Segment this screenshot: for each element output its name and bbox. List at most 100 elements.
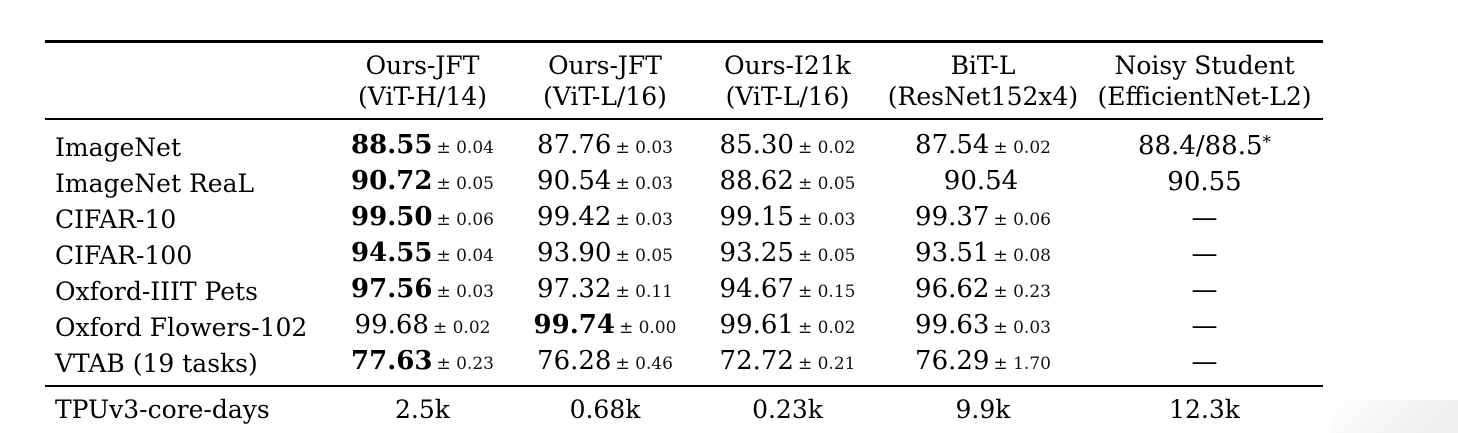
value-cell: 87.54 ± 0.02 <box>880 119 1086 165</box>
column-subname: (EfficientNet-L2) <box>1097 82 1312 111</box>
header-empty-cell <box>45 41 330 120</box>
value-cell: 0.23k <box>695 385 880 433</box>
value-cell: 88.62 ± 0.05 <box>695 165 880 201</box>
metric-value: 87.76 <box>537 130 612 160</box>
metric-stddev: ± 0.03 <box>615 138 673 158</box>
page-corner-shading <box>1330 400 1458 433</box>
metric-value: 99.68 <box>354 310 429 340</box>
metric-stddev: ± 0.21 <box>797 354 856 374</box>
metric-value: 88.55 <box>351 130 433 160</box>
value-cell: 88.55 ± 0.04 <box>330 119 515 165</box>
column-subname: (ViT-H/14) <box>357 82 488 111</box>
metric-value: — <box>1191 310 1218 341</box>
value-cell: 93.51 ± 0.08 <box>880 237 1086 273</box>
benchmark-results-table: Ours-JFT (ViT-H/14) Ours-JFT (ViT-L/16) … <box>45 40 1323 433</box>
value-cell: 99.15 ± 0.03 <box>695 201 880 237</box>
value-cell: — <box>1086 237 1323 273</box>
value-cell: 12.3k <box>1086 385 1323 433</box>
metric-value: 96.62 <box>915 274 990 304</box>
metric-stddev: ± 0.06 <box>993 210 1051 230</box>
metric-stddev: ± 0.05 <box>797 174 856 194</box>
column-name: Ours-I21k <box>724 51 851 80</box>
value-cell: 99.63 ± 0.03 <box>880 309 1086 345</box>
metric-value: 76.28 <box>537 346 612 376</box>
metric-stddev: ± 0.02 <box>432 318 491 338</box>
value-cell: 96.62 ± 0.23 <box>880 273 1086 309</box>
metric-value: 90.72 <box>351 166 433 196</box>
column-name: Ours-JFT <box>548 51 662 80</box>
metric-value: 93.25 <box>719 238 794 268</box>
metric-stddev: ± 0.06 <box>436 210 494 230</box>
value-cell: 77.63 ± 0.23 <box>330 345 515 386</box>
value-cell: — <box>1086 273 1323 309</box>
column-header-noisy-student: Noisy Student (EfficientNet-L2) <box>1086 41 1323 120</box>
table-body: ImageNet 88.55 ± 0.04 87.76 ± 0.03 85.30 ± … <box>45 119 1323 386</box>
row-label: ImageNet <box>55 132 182 162</box>
row-label: TPUv3-core-days <box>45 385 330 433</box>
column-subname: (ResNet152x4) <box>887 82 1079 111</box>
value-cell: 99.61 ± 0.02 <box>695 309 880 345</box>
metric-value: 77.63 <box>351 346 433 376</box>
column-header-bit-l: BiT-L (ResNet152x4) <box>880 41 1086 120</box>
metric-value: 94.55 <box>351 238 433 268</box>
metric-stddev: ± 0.05 <box>615 246 673 266</box>
row-label: VTAB (19 tasks) <box>55 348 258 378</box>
table-row-imagenet: ImageNet 88.55 ± 0.04 87.76 ± 0.03 85.30 ± … <box>45 119 1323 165</box>
column-header-ours-i21k-vitl16: Ours-I21k (ViT-L/16) <box>695 41 880 120</box>
value-cell: 9.9k <box>880 385 1086 433</box>
value-cell: 99.50 ± 0.06 <box>330 201 515 237</box>
metric-value: 99.63 <box>915 310 990 340</box>
metric-stddev: ± 0.02 <box>797 318 856 338</box>
metric-value: — <box>1191 346 1218 377</box>
column-header-ours-jft-vith14: Ours-JFT (ViT-H/14) <box>330 41 515 120</box>
value-cell: 87.76 ± 0.03 <box>515 119 695 165</box>
table-footer: TPUv3-core-days 2.5k 0.68k 0.23k 9.9k 12… <box>45 385 1323 433</box>
value-cell: 90.72 ± 0.05 <box>330 165 515 201</box>
table-row-cifar-10: CIFAR-10 99.50 ± 0.06 99.42 ± 0.03 99.15 ± … <box>45 201 1323 237</box>
table-header: Ours-JFT (ViT-H/14) Ours-JFT (ViT-L/16) … <box>45 41 1323 120</box>
metric-stddev: ± 0.05 <box>436 174 494 194</box>
metric-value: 90.55 <box>1167 166 1242 197</box>
metric-value: 88.62 <box>719 166 794 196</box>
value-cell: — <box>1086 345 1323 386</box>
metric-value: — <box>1191 274 1218 305</box>
column-subname: (ViT-L/16) <box>725 82 850 111</box>
metric-stddev: ± 0.02 <box>993 138 1051 158</box>
value-cell: 94.67 ± 0.15 <box>695 273 880 309</box>
value-cell: 76.28 ± 0.46 <box>515 345 695 386</box>
row-label: Oxford-IIIT Pets <box>55 276 258 306</box>
metric-stddev: ± 0.46 <box>615 354 673 374</box>
metric-stddev: ± 0.05 <box>797 246 856 266</box>
metric-stddev: ± 0.08 <box>993 246 1051 266</box>
metric-value: 93.90 <box>537 238 612 268</box>
row-label: ImageNet ReaL <box>55 168 255 198</box>
value-cell: 94.55 ± 0.04 <box>330 237 515 273</box>
row-label: CIFAR-10 <box>55 204 177 234</box>
metric-value: — <box>1191 238 1218 269</box>
metric-stddev: ± 1.70 <box>993 354 1051 374</box>
metric-value: 76.29 <box>915 346 990 376</box>
value-cell: 97.32 ± 0.11 <box>515 273 695 309</box>
table-row-oxford-iiit-pets: Oxford-IIIT Pets 97.56 ± 0.03 97.32 ± 0.11… <box>45 273 1323 309</box>
value-cell: 99.42 ± 0.03 <box>515 201 695 237</box>
value-cell: 93.90 ± 0.05 <box>515 237 695 273</box>
metric-stddev: ± 0.03 <box>993 318 1051 338</box>
metric-value: 72.72 <box>719 346 794 376</box>
footnote-asterisk: * <box>1262 132 1272 153</box>
table-row-vtab: VTAB (19 tasks) 77.63 ± 0.23 76.28 ± 0.46 … <box>45 345 1323 386</box>
metric-stddev: ± 0.00 <box>618 318 677 338</box>
column-name: Noisy Student <box>1114 51 1295 80</box>
row-label: CIFAR-100 <box>55 240 193 270</box>
value-cell: 90.54 ± 0.03 <box>515 165 695 201</box>
metric-value: 85.30 <box>719 130 794 160</box>
metric-value: 99.50 <box>351 202 433 232</box>
metric-value: — <box>1191 202 1218 233</box>
column-name: Ours-JFT <box>365 51 480 80</box>
metric-stddev: ± 0.11 <box>615 282 673 302</box>
row-label: Oxford Flowers-102 <box>55 312 308 342</box>
value-cell: 93.25 ± 0.05 <box>695 237 880 273</box>
metric-value: 93.51 <box>915 238 990 268</box>
table-row-tpu-core-days: TPUv3-core-days 2.5k 0.68k 0.23k 9.9k 12… <box>45 385 1323 433</box>
column-subname: (ViT-L/16) <box>543 82 667 111</box>
metric-stddev: ± 0.03 <box>436 282 494 302</box>
